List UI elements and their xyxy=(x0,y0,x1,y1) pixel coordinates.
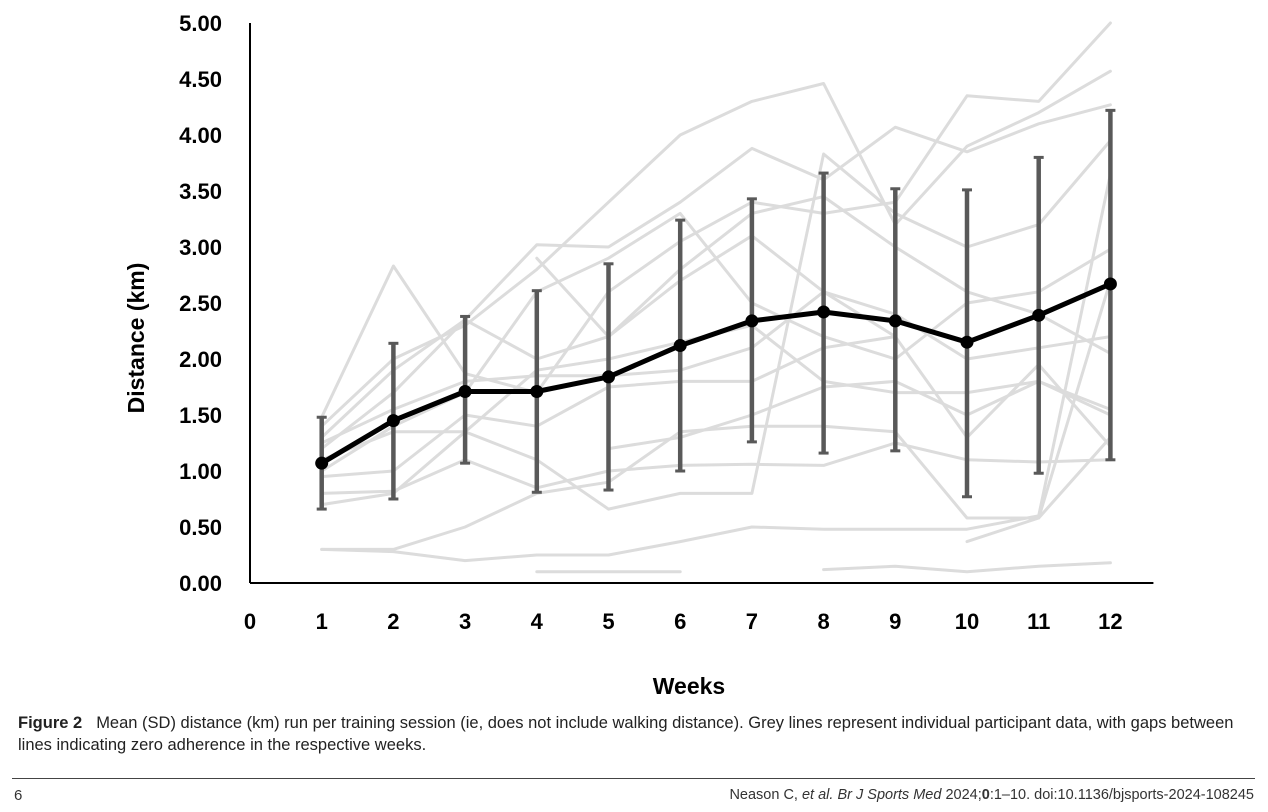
individual-participant-lines xyxy=(320,21,1112,574)
mean-point-week-9 xyxy=(888,314,902,328)
participant-line-10 xyxy=(320,279,1112,551)
mean-point-week-5 xyxy=(602,370,615,384)
x-axis-title: Weeks xyxy=(653,673,725,699)
y-tick-label: 2.50 xyxy=(179,291,222,316)
citation-pages-doi: :1–10. doi:10.1136/bjsports-2024-108245 xyxy=(989,787,1254,803)
participant-line-6 xyxy=(320,195,1112,439)
y-axis-title: Distance (km) xyxy=(123,263,149,414)
mean-point-week-6 xyxy=(673,339,687,353)
x-tick-label: 3 xyxy=(459,609,471,634)
participant-line-8 xyxy=(320,335,1112,479)
participant-line-14 xyxy=(965,435,1112,544)
figure-caption: Figure 2 Mean (SD) distance (km) run per … xyxy=(18,712,1253,756)
figure-label: Figure 2 xyxy=(18,714,83,732)
y-tick-label: 1.50 xyxy=(179,403,222,428)
mean-point-week-8 xyxy=(817,305,831,319)
y-tick-label: 3.50 xyxy=(179,179,222,204)
y-tick-label: 2.00 xyxy=(179,347,222,372)
mean-point-week-12 xyxy=(1103,277,1117,291)
y-tick-label: 5.00 xyxy=(179,11,222,36)
page-number: 6 xyxy=(14,787,23,804)
participant-line-1 xyxy=(320,21,1112,419)
citation: Neason C, et al. Br J Sports Med 2024;0:… xyxy=(729,787,1254,803)
x-tick-label: 2 xyxy=(387,609,399,634)
participant-line-2 xyxy=(320,69,1112,428)
x-tick-label: 9 xyxy=(889,609,901,634)
x-tick-label: 11 xyxy=(1027,609,1050,634)
mean-point-week-2 xyxy=(386,414,400,428)
citation-journal: . Br J Sports Med xyxy=(829,787,942,803)
mean-series xyxy=(315,277,1117,470)
x-tick-label: 10 xyxy=(955,609,979,634)
y-tick-label: 3.00 xyxy=(179,235,222,260)
participant-line-4 xyxy=(320,139,1112,511)
footer-divider xyxy=(12,778,1255,779)
x-tick-label: 7 xyxy=(746,609,758,634)
participant-line-3 xyxy=(320,103,1112,451)
citation-authors: Neason C, xyxy=(729,787,802,803)
tick-labels: 0.00 0.50 1.00 1.50 2.00 2.50 3.00 3.50 4.00 4.50… xyxy=(179,11,1122,634)
citation-etal: et al xyxy=(801,787,830,803)
x-tick-label: 6 xyxy=(674,609,686,634)
x-tick-label: 12 xyxy=(1098,609,1122,634)
mean-line xyxy=(320,281,1112,466)
line-chart: 0.00 0.50 1.00 1.50 2.00 2.50 3.00 3.50 4.00 4.50… xyxy=(123,11,1154,699)
chart-axes xyxy=(249,23,1154,584)
citation-year: 2024; xyxy=(941,787,982,803)
participant-line-13 xyxy=(822,561,1112,574)
participant-line-15 xyxy=(607,379,1112,451)
mean-point-week-11 xyxy=(1032,308,1046,322)
mean-point-week-7 xyxy=(745,314,759,328)
x-tick-label: 8 xyxy=(817,609,829,634)
mean-point-week-1 xyxy=(315,456,329,470)
citation-volume: 0 xyxy=(981,787,990,803)
x-tick-label: 4 xyxy=(531,609,544,634)
mean-point-week-3 xyxy=(458,384,472,398)
y-tick-label: 0.00 xyxy=(179,571,222,596)
figure-caption-text: Mean (SD) distance (km) run per training… xyxy=(18,714,1234,754)
x-tick-label: 0 xyxy=(244,609,256,634)
mean-point-week-4 xyxy=(530,384,544,398)
y-tick-label: 4.00 xyxy=(179,123,222,148)
y-tick-label: 4.50 xyxy=(179,67,222,92)
y-tick-label: 0.50 xyxy=(179,515,222,540)
participant-line-11 xyxy=(320,172,1112,563)
x-tick-label: 5 xyxy=(602,609,614,634)
participant-line-9 xyxy=(320,441,1112,495)
participant-line-16 xyxy=(535,234,897,339)
participant-line-12 xyxy=(320,290,1112,445)
sd-error-bars xyxy=(316,108,1116,511)
y-tick-label: 1.00 xyxy=(179,459,222,484)
mean-point-week-10 xyxy=(960,335,974,349)
x-tick-label: 1 xyxy=(316,609,328,634)
